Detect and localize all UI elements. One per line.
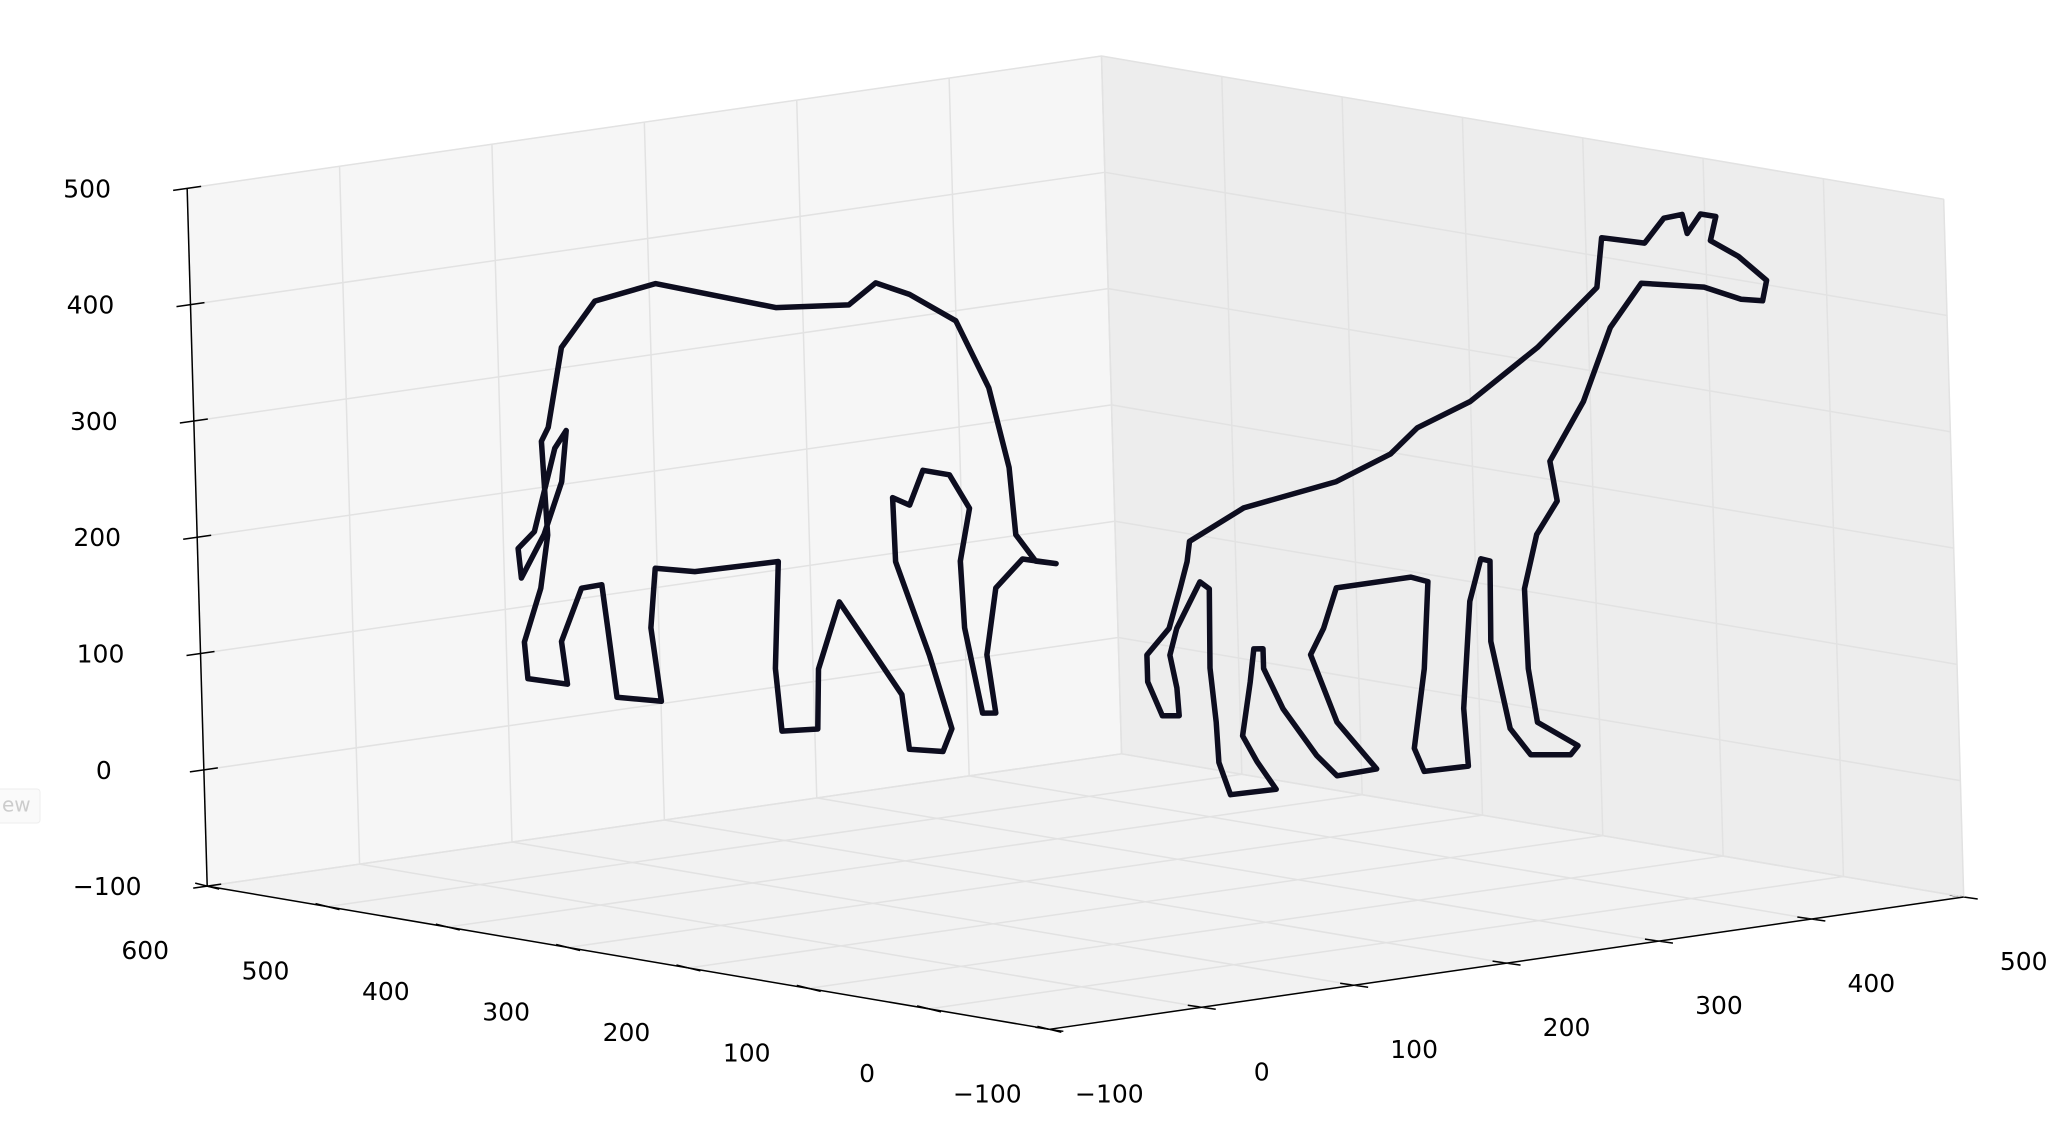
x-tick-label: 0 [1254, 1057, 1270, 1086]
grid-line [1108, 287, 1951, 433]
grid-line [1118, 636, 1961, 782]
z-tick-label: 400 [67, 291, 115, 320]
grid-line [688, 834, 1603, 969]
grid-line [207, 753, 1122, 887]
y-tick-label: 300 [482, 998, 530, 1027]
y-tick-label: 500 [242, 957, 290, 986]
z-tick-label: −100 [73, 872, 142, 901]
outline-line [515, 280, 1059, 755]
grid-line [808, 855, 1724, 990]
z-tick-label: 0 [96, 756, 112, 785]
grid-line [1101, 55, 1944, 200]
x-tick-label: 100 [1390, 1035, 1438, 1064]
x-tick-label: −100 [1075, 1079, 1144, 1108]
grid-line [816, 797, 1660, 942]
view-button-label[interactable]: ew [2, 793, 31, 817]
x-tick-label: 400 [1847, 969, 1895, 998]
z-tick-label: 200 [73, 523, 121, 552]
grid-line [664, 819, 1507, 964]
y-tick-label: 600 [121, 936, 169, 965]
x-tick-label: 200 [1543, 1013, 1591, 1042]
y-tick-label: 100 [723, 1038, 771, 1067]
grid-line [359, 863, 1202, 1008]
y-axis-line [207, 885, 1050, 1031]
grid-line [447, 793, 1363, 928]
grid-line [327, 773, 1242, 908]
z-tick-label: 500 [63, 174, 111, 203]
grid-line [1104, 171, 1948, 317]
y-tick-label: −100 [953, 1079, 1022, 1108]
y-tick-label: 0 [859, 1059, 875, 1088]
z-axis-line [186, 188, 208, 887]
grid-line [511, 841, 1355, 986]
x-tick-label: 500 [2000, 947, 2048, 976]
outline-line [1144, 211, 1770, 798]
y-tick-label: 200 [603, 1018, 651, 1047]
grid-line [1111, 404, 1954, 549]
grid-line [969, 775, 1812, 920]
x-tick-label: 300 [1695, 991, 1743, 1020]
grid-line [1121, 753, 1964, 898]
grid-line [190, 171, 1105, 306]
grid-line [197, 404, 1112, 538]
y-tick-label: 400 [362, 977, 410, 1006]
x-axis-line [1049, 896, 1964, 1031]
grid-line [187, 55, 1102, 190]
view-button[interactable] [0, 788, 41, 824]
grid-line [193, 287, 1109, 422]
z-tick-label: 100 [77, 640, 125, 669]
grid-line [928, 875, 1844, 1010]
z-tick-label: 300 [70, 407, 118, 436]
grid-line [1114, 520, 1958, 666]
grid-line [568, 814, 1483, 949]
